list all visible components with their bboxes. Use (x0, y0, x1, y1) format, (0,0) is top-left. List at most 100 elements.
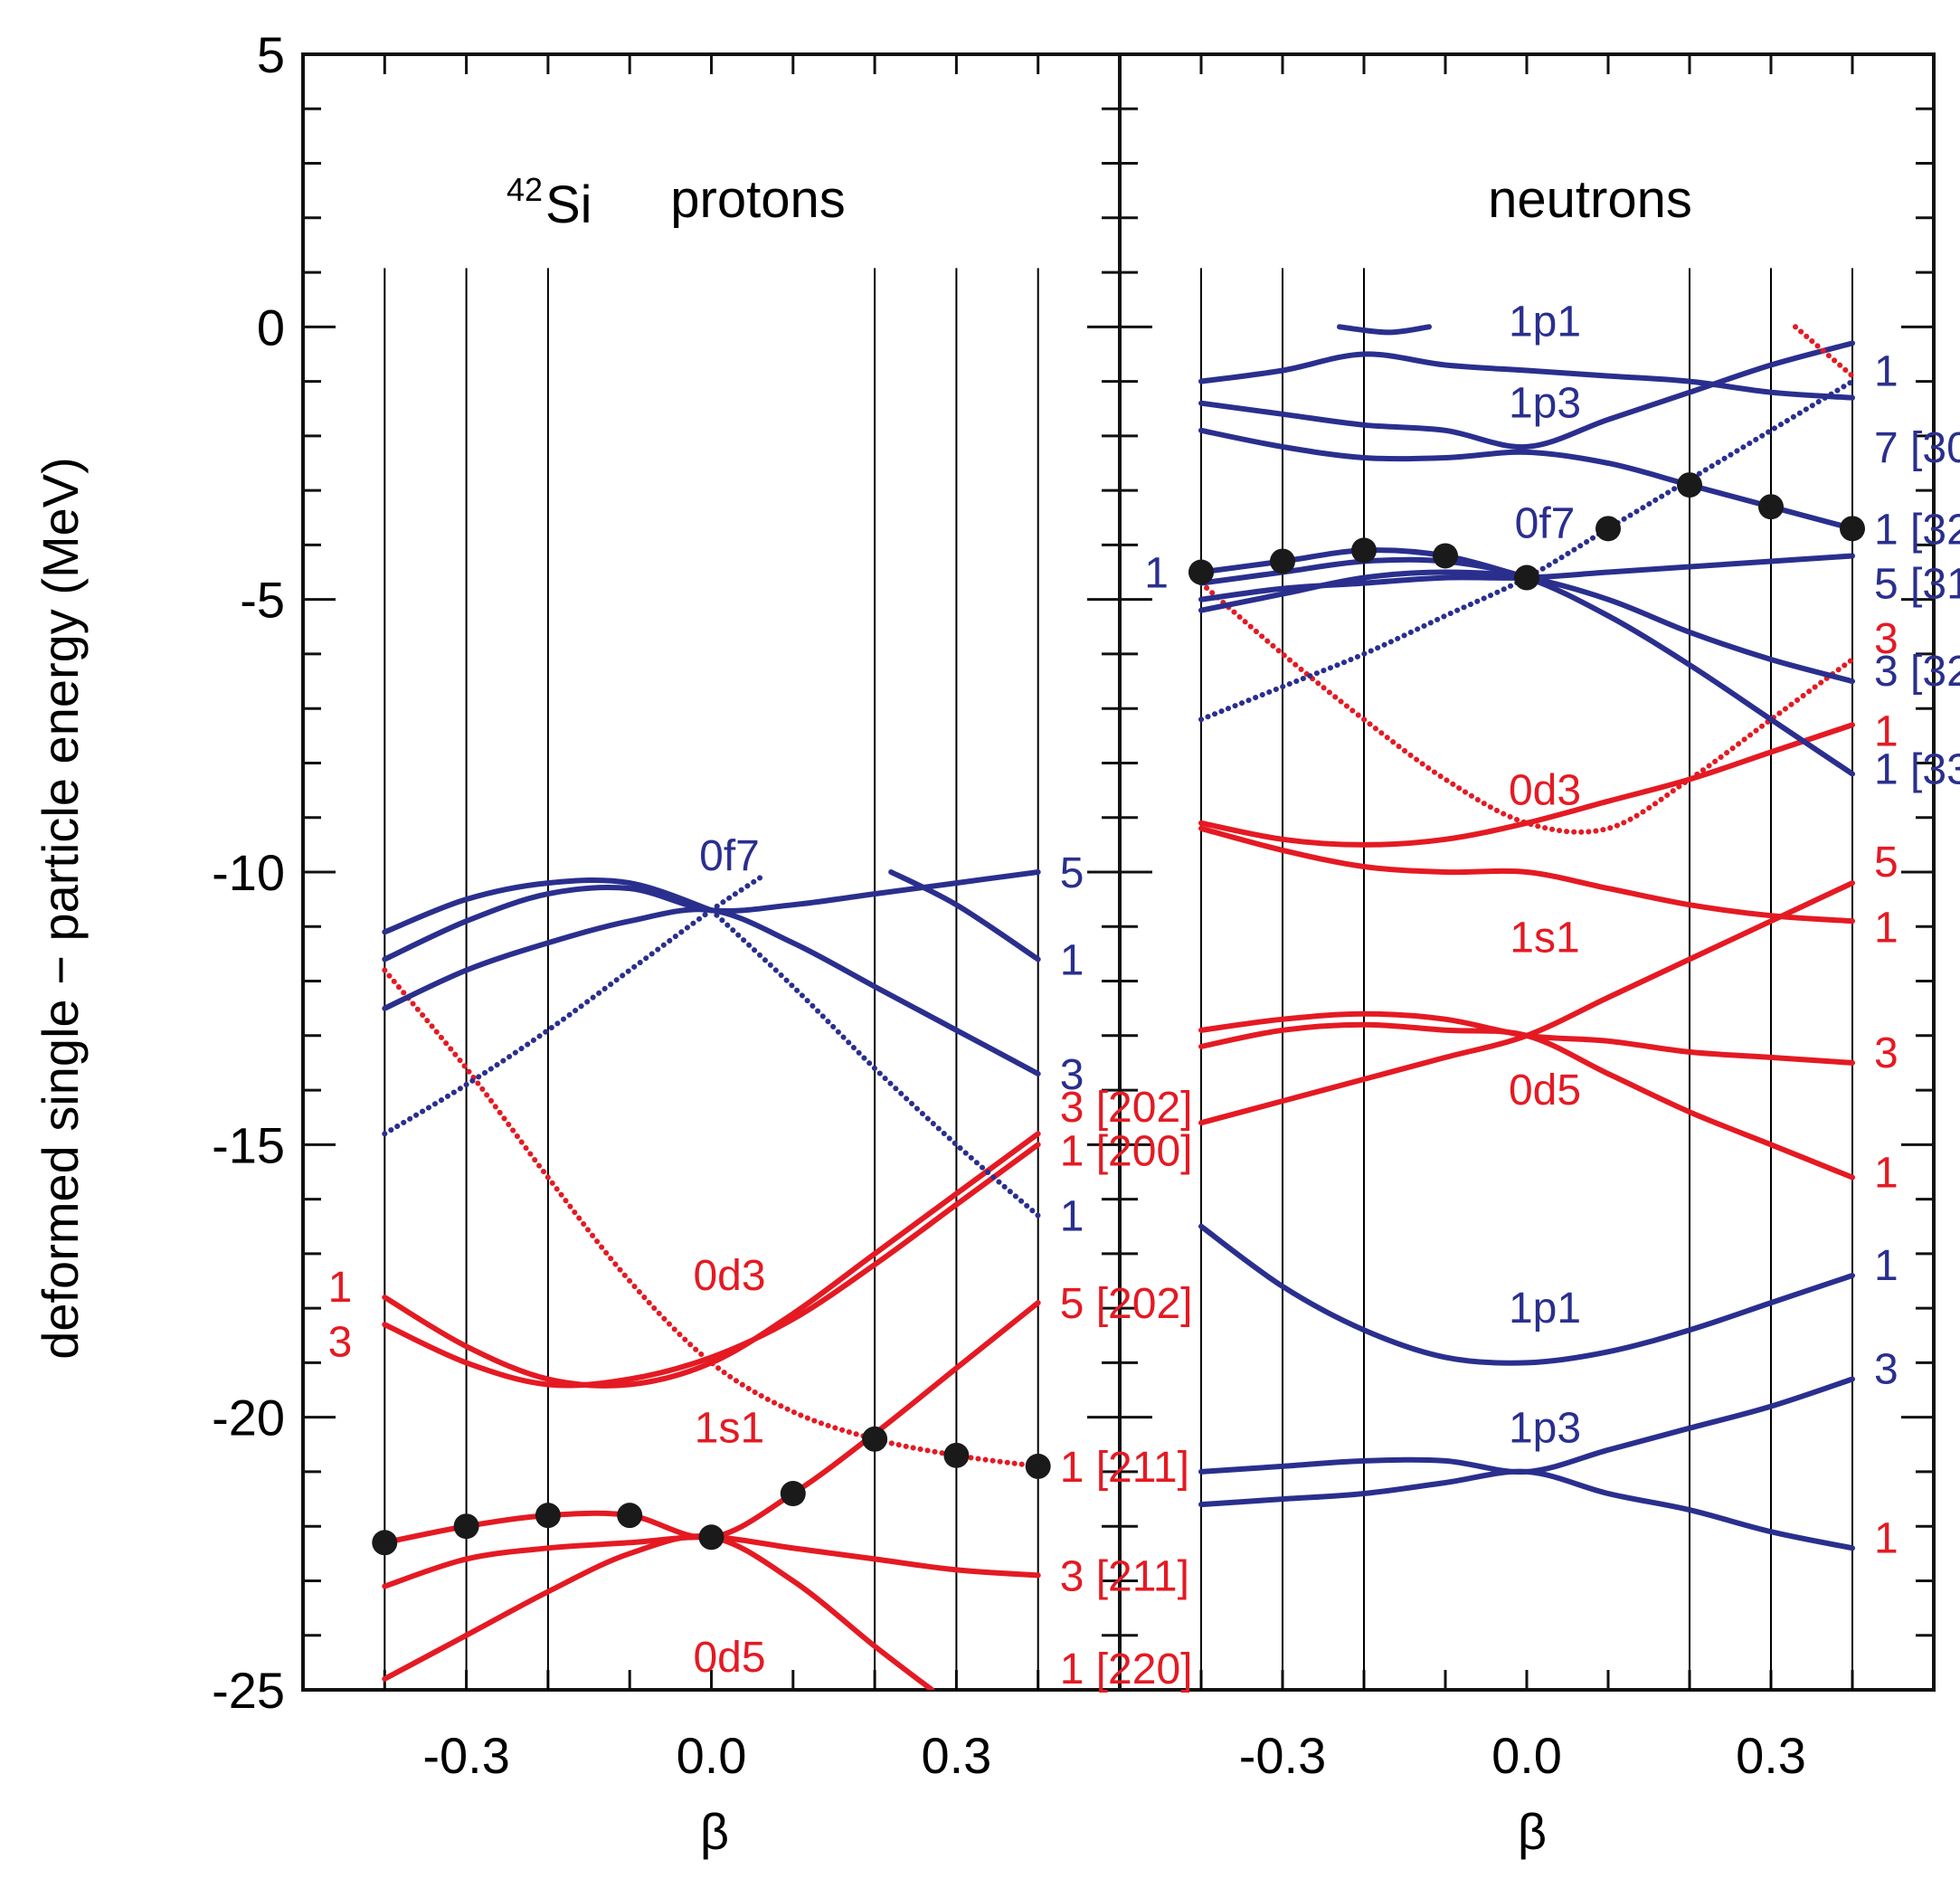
k-label: 5 (1060, 849, 1084, 897)
orbital-label: 0d3 (1509, 767, 1581, 815)
k-label: 1 (1874, 1149, 1898, 1197)
k-label: 5 [312] (1874, 561, 1960, 609)
orbital-label: 0f7 (1515, 499, 1576, 547)
y-tick-label: -10 (212, 844, 285, 901)
orbital-label: 1p3 (1509, 1405, 1581, 1453)
k-label: 1 [321] (1874, 506, 1960, 554)
level-dot (1270, 548, 1295, 574)
orbital-label: 0d3 (693, 1252, 765, 1300)
series-line (382, 869, 1041, 963)
orbital-label: 1p1 (1509, 298, 1581, 346)
level-dot (372, 1530, 398, 1556)
k-label: 3 (1060, 1051, 1084, 1099)
neutrons-x-axis-title: β (1518, 1803, 1547, 1860)
x-tick-label: 0.3 (1736, 1727, 1806, 1784)
protons-title: protons (670, 170, 845, 229)
k-label-left: 3 (328, 1318, 353, 1366)
y-tick-label: -15 (212, 1116, 285, 1173)
k-label: 1 [200] (1060, 1127, 1193, 1175)
x-tick-label: -0.3 (422, 1727, 510, 1784)
k-label: 1 [220] (1060, 1646, 1193, 1693)
panel-neutrons-marks: -0.3 0.0 0.3 1p1 1p3 0f7 0d3 1s1 0d5 1p1 1p3 1 7 [30… (1144, 54, 1960, 1784)
series-line (708, 907, 1041, 1219)
orbital-label: 0f7 (699, 832, 760, 880)
k-label: 1 [330] (1874, 745, 1960, 793)
k-label: 3 [321] (1874, 648, 1960, 696)
level-dot (617, 1503, 643, 1529)
k-label: 1 (1874, 1242, 1898, 1290)
level-dot (780, 1481, 806, 1507)
panel-protons: 42 Si protons β (507, 170, 846, 1860)
y-tick-label: -20 (212, 1390, 285, 1446)
orbital-label: 1s1 (695, 1405, 764, 1453)
k-label: 1 (1060, 1193, 1084, 1241)
level-dot (862, 1426, 888, 1452)
x-tick-label: 0.3 (921, 1727, 991, 1784)
level-dot (1188, 559, 1214, 585)
level-dot (1433, 543, 1458, 569)
series-line (382, 875, 763, 1137)
x-tick-label: -0.3 (1239, 1727, 1327, 1784)
series-line (888, 869, 1041, 963)
level-dot (535, 1503, 561, 1529)
series-line (1198, 825, 1855, 925)
y-tick-label: 0 (257, 299, 285, 356)
series-line (1198, 1376, 1855, 1475)
k-label: 7 [303] (1874, 424, 1960, 472)
k-label: 3 [211] (1060, 1552, 1189, 1600)
series-line (1337, 324, 1432, 336)
level-dot (1758, 494, 1784, 520)
k-label: 1 (1874, 707, 1898, 755)
y-tick-label: 5 (257, 26, 285, 83)
k-label-left: 1 (1144, 550, 1169, 598)
level-dot (1840, 516, 1865, 542)
k-label: 3 (1874, 1345, 1898, 1393)
y-tick-label: -5 (240, 572, 285, 629)
x-tick-label: 0.0 (677, 1727, 747, 1784)
orbital-label: 0d5 (1509, 1067, 1581, 1114)
series-line (1198, 1468, 1855, 1551)
level-dot (1351, 537, 1377, 564)
level-dot (1514, 564, 1539, 591)
k-label: 5 [202] (1060, 1280, 1193, 1328)
series-line (1198, 1010, 1855, 1066)
level-dot (698, 1524, 724, 1551)
series-line (382, 906, 1041, 1077)
level-dot (1025, 1453, 1051, 1479)
series-group (1198, 324, 1855, 1551)
level-dot (453, 1513, 479, 1540)
k-label-left: 1 (328, 1264, 353, 1312)
series-line (382, 1142, 1041, 1389)
series-line (1198, 351, 1855, 401)
k-label: 3 (1874, 615, 1898, 663)
k-label: 3 [202] (1060, 1084, 1193, 1132)
series-line (1198, 340, 1855, 450)
k-label: 1 (1874, 1514, 1898, 1562)
series-line (1198, 1223, 1855, 1366)
x-tick-label: 0.0 (1491, 1727, 1562, 1784)
k-label: 1 (1060, 936, 1084, 984)
y-axis-title: deformed single − particle energy (MeV) (32, 457, 89, 1360)
k-label: 1 (1874, 348, 1898, 396)
level-dot (943, 1442, 970, 1468)
panel-neutrons: neutrons β (1488, 170, 1692, 1860)
protons-title-element: Si (545, 175, 592, 234)
series-line (1198, 722, 1855, 848)
series-line (382, 1131, 1041, 1389)
protons-x-axis-title: β (700, 1803, 729, 1860)
k-label: 5 (1874, 839, 1898, 887)
neutrons-title: neutrons (1488, 170, 1692, 229)
k-label: 1 [211] (1060, 1444, 1189, 1492)
y-tick-label: -25 (212, 1662, 285, 1719)
series-line (1793, 324, 1855, 379)
k-label: 3 (1874, 1029, 1898, 1077)
series-line (1198, 427, 1855, 532)
series-line (382, 877, 715, 935)
level-dot (1595, 516, 1621, 542)
orbital-label: 1s1 (1510, 914, 1579, 962)
protons-title-mass: 42 (507, 171, 543, 208)
orbital-label: 0d5 (693, 1634, 765, 1682)
level-dot (1677, 472, 1702, 498)
